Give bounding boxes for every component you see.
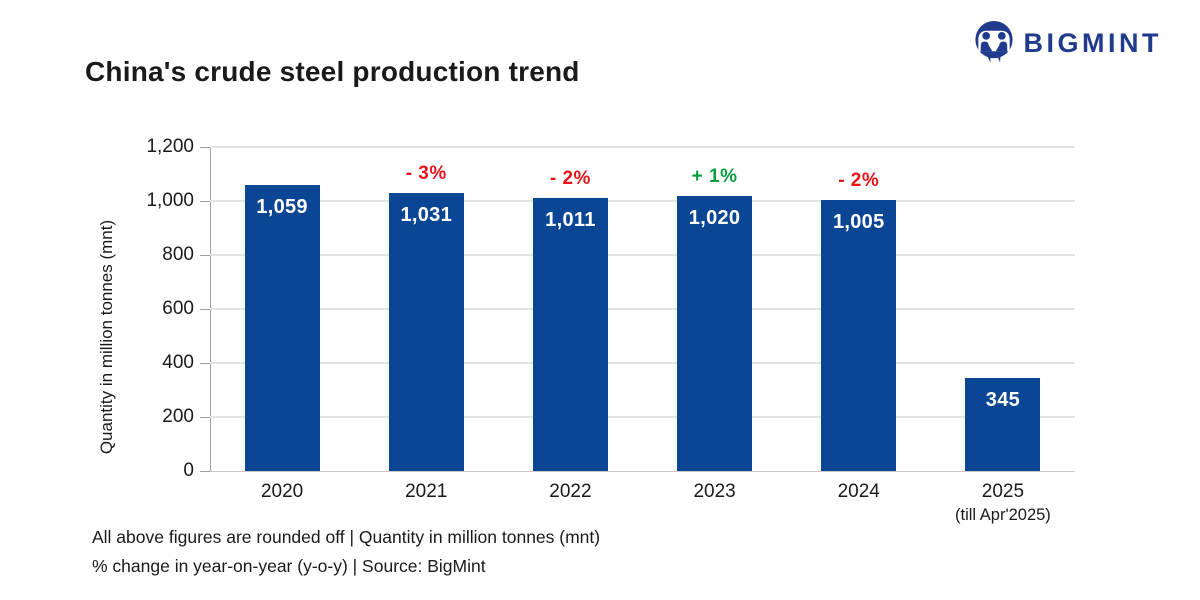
gridline [210, 416, 1075, 418]
y-tick-label: 600 [162, 298, 194, 319]
y-tick-label: 0 [183, 460, 194, 481]
gridline [210, 362, 1075, 364]
y-tick-mark [200, 471, 210, 472]
bar-value-label: 1,020 [688, 206, 741, 229]
bar-value-label: 1,005 [832, 210, 885, 233]
y-tick-label: 200 [162, 406, 194, 427]
bar-2024: 1,005 [821, 199, 897, 471]
y-tick-label: 400 [162, 352, 194, 373]
x-tick-year: 2024 [837, 481, 880, 502]
bigmint-logo: BIGMINT [973, 20, 1163, 67]
x-tick-sublabel: (till Apr'2025) [955, 506, 1051, 524]
x-axis-line [209, 471, 1075, 472]
y-tick-label: 1,000 [146, 190, 194, 211]
bigmint-logo-text: BIGMINT [1023, 28, 1162, 58]
yoy-change-label: + 1% [691, 165, 738, 187]
x-tick-label: 2022 [498, 480, 642, 504]
bar-value-label: 345 [985, 388, 1021, 411]
gridline [210, 200, 1075, 202]
bar-2020: 1,059 [244, 185, 320, 471]
y-tick-mark [200, 309, 210, 310]
gridline [210, 308, 1075, 310]
footnote-line-2: % change in year-on-year (y-o-y) | Sourc… [92, 555, 486, 576]
bar-value-label: 1,059 [256, 196, 308, 219]
bigmint-logo-icon [973, 20, 1015, 67]
y-tick-mark [200, 201, 210, 202]
yoy-change-label: - 2% [549, 168, 591, 190]
x-tick-label: 2021 [354, 480, 498, 504]
y-tick-mark [200, 417, 210, 418]
x-tick-year: 2025 [981, 481, 1025, 502]
x-tick-year: 2023 [693, 481, 736, 502]
bar-value-label: 1,011 [545, 209, 596, 232]
bar-value-label: 1,031 [400, 203, 453, 226]
x-tick-label: 2023 [643, 480, 787, 504]
chart-footnotes: All above figures are rounded off | Quan… [92, 523, 600, 580]
yoy-change-label: - 3% [405, 162, 447, 184]
y-tick-label: 1,200 [146, 136, 194, 157]
bar-chart-plot-area: 0 200 400 600 800 1,000 1,200 1,059 2020 1,031 - 3… [146, 136, 1075, 524]
yoy-change-label: - 2% [838, 169, 880, 191]
y-tick-label: 800 [162, 244, 194, 265]
x-tick-year: 2020 [260, 481, 304, 502]
x-tick-year: 2022 [549, 481, 592, 502]
bar-2025: 345 [965, 377, 1041, 471]
footnote-line-1: All above figures are rounded off | Quan… [92, 527, 601, 547]
x-tick-label: 2024 [787, 480, 931, 504]
y-tick-mark [200, 255, 210, 256]
bar-2021: 1,031 [388, 192, 464, 471]
page-title: China's crude steel production trend [85, 56, 580, 87]
bar-2022: 1,011 [532, 198, 608, 471]
x-tick-label: 2025 (till Apr'2025) [931, 480, 1075, 527]
y-tick-mark [200, 147, 210, 148]
gridline [210, 146, 1075, 148]
bar-2023: 1,020 [677, 195, 753, 471]
gridline [210, 254, 1075, 256]
y-tick-mark [200, 363, 210, 364]
x-tick-year: 2021 [405, 481, 448, 502]
x-tick-label: 2020 [210, 480, 354, 504]
